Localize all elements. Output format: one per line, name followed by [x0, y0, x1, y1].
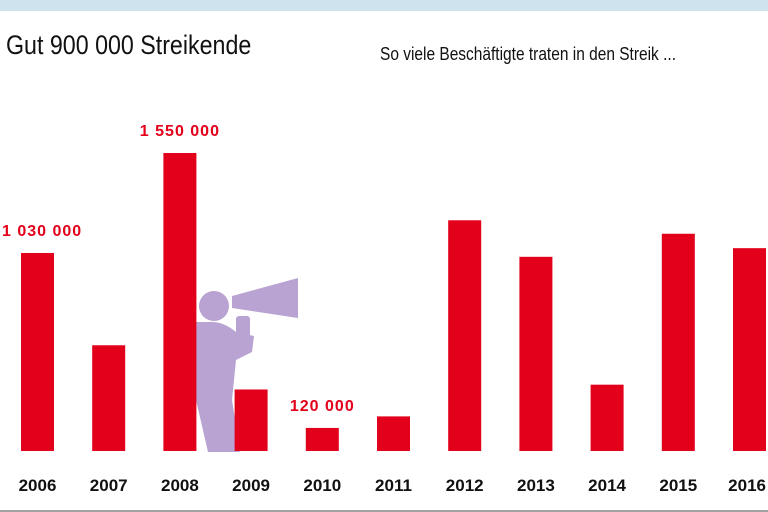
- bar-2007: [92, 345, 126, 451]
- top-accent-band: [0, 0, 768, 11]
- bar-2006: [21, 252, 54, 451]
- megaphone-person-icon: [191, 278, 298, 452]
- data-label: 120 000: [290, 398, 355, 415]
- x-tick-label: 2008: [161, 476, 199, 495]
- bar-2015: [661, 233, 695, 451]
- bar-2009: [234, 389, 268, 451]
- x-tick-label: 2011: [375, 476, 412, 495]
- bar-2008: [163, 153, 197, 451]
- x-tick-label: 2012: [446, 476, 484, 495]
- bar-2012: [448, 220, 482, 451]
- data-label: 1 030 000: [2, 223, 82, 240]
- x-tick-label: 2010: [303, 476, 341, 495]
- bar-2010: [305, 427, 339, 451]
- x-tick-label: 2016: [728, 476, 766, 495]
- x-tick-label: 2015: [659, 476, 697, 495]
- bar-2011: [377, 416, 410, 451]
- x-tick-label: 2009: [232, 476, 270, 495]
- bar-2013: [519, 256, 553, 451]
- bar-2016: [733, 248, 766, 451]
- x-tick-label: 2013: [517, 476, 555, 495]
- chart-subtitle: So viele Beschäftigte traten in den Stre…: [380, 44, 677, 64]
- x-tick-label: 2006: [19, 476, 57, 495]
- bar-2014: [590, 384, 624, 451]
- chart-title: Gut 900 000 Streikende: [6, 30, 252, 60]
- x-tick-label: 2014: [588, 476, 626, 495]
- data-label: 1 550 000: [140, 123, 220, 140]
- x-tick-label: 2007: [90, 476, 128, 495]
